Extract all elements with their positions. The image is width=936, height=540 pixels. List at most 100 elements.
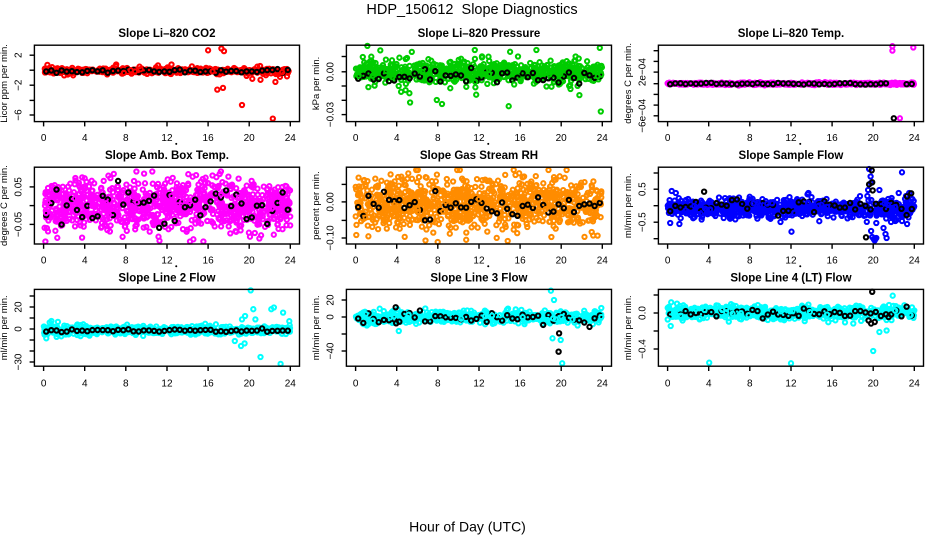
svg-text:−0.4: −0.4 [638, 339, 649, 359]
svg-text:20: 20 [556, 378, 568, 389]
svg-text:8: 8 [123, 378, 129, 389]
svg-text:0: 0 [353, 255, 359, 266]
svg-text:−6e−04: −6e−04 [638, 98, 649, 132]
svg-text:−40: −40 [326, 342, 337, 359]
svg-text:8: 8 [747, 378, 753, 389]
svg-text:24: 24 [597, 255, 609, 266]
svg-text:12: 12 [473, 378, 485, 389]
svg-text:20: 20 [326, 294, 337, 306]
svg-text:8: 8 [747, 255, 753, 266]
svg-text:8: 8 [435, 255, 441, 266]
svg-text:24: 24 [909, 255, 921, 266]
svg-text:8: 8 [123, 133, 129, 144]
svg-text:0.00: 0.00 [326, 192, 337, 212]
svg-text:0: 0 [665, 255, 671, 266]
svg-text:percent per min.: percent per min. [311, 171, 322, 240]
svg-text:20: 20 [868, 378, 880, 389]
svg-text:16: 16 [515, 378, 527, 389]
svg-text:0: 0 [14, 326, 25, 332]
svg-text:24: 24 [285, 255, 297, 266]
svg-text:0.05: 0.05 [14, 177, 25, 197]
svg-text:12: 12 [473, 255, 485, 266]
svg-text:Slope Gas Stream RH: Slope Gas Stream RH [420, 150, 538, 162]
svg-text:Hour of Day (UTC): Hour of Day (UTC) [409, 519, 526, 535]
svg-text:degrees C per min.: degrees C per min. [623, 43, 634, 124]
svg-text:20: 20 [14, 301, 25, 313]
svg-text:Slope Amb. Box Temp.: Slope Amb. Box Temp. [105, 150, 229, 162]
svg-text:12: 12 [785, 255, 797, 266]
svg-text:0: 0 [41, 255, 47, 266]
svg-text:20: 20 [868, 133, 880, 144]
svg-text:4: 4 [394, 255, 400, 266]
svg-text:−0.10: −0.10 [326, 225, 337, 251]
svg-text:degrees C per min.: degrees C per min. [0, 165, 10, 246]
svg-text:16: 16 [515, 255, 527, 266]
svg-text:4: 4 [706, 378, 712, 389]
svg-text:0: 0 [326, 314, 337, 320]
svg-text:8: 8 [747, 133, 753, 144]
svg-text:Slope Li–820 CO2: Slope Li–820 CO2 [118, 28, 215, 40]
svg-text:0: 0 [665, 133, 671, 144]
svg-text:ml/min per min.: ml/min per min. [623, 173, 634, 238]
svg-text:16: 16 [203, 133, 215, 144]
svg-text:−30: −30 [14, 353, 25, 370]
svg-text:8: 8 [435, 133, 441, 144]
svg-text:12: 12 [785, 133, 797, 144]
svg-text:ml/min per min.: ml/min per min. [623, 295, 634, 360]
svg-text:24: 24 [597, 378, 609, 389]
svg-text:12: 12 [473, 133, 485, 144]
svg-text:0: 0 [41, 133, 47, 144]
svg-text:16: 16 [827, 255, 839, 266]
svg-text:Slope Line 4 (LT) Flow: Slope Line 4 (LT) Flow [730, 272, 851, 284]
svg-text:4: 4 [706, 133, 712, 144]
svg-text:8: 8 [123, 255, 129, 266]
svg-text:0: 0 [353, 133, 359, 144]
svg-text:16: 16 [203, 255, 215, 266]
svg-text:−0.05: −0.05 [14, 211, 25, 237]
svg-text:0: 0 [41, 378, 47, 389]
svg-text:16: 16 [827, 378, 839, 389]
svg-text:kPa per min.: kPa per min. [311, 57, 322, 110]
svg-text:20: 20 [244, 378, 256, 389]
svg-text:0.00: 0.00 [326, 62, 337, 82]
svg-text:16: 16 [827, 133, 839, 144]
svg-text:0.0: 0.0 [638, 306, 649, 320]
svg-text:8: 8 [435, 378, 441, 389]
svg-text:12: 12 [161, 255, 173, 266]
svg-text:20: 20 [556, 255, 568, 266]
svg-text:4: 4 [82, 378, 88, 389]
svg-text:16: 16 [203, 378, 215, 389]
svg-text:4: 4 [706, 255, 712, 266]
svg-text:4: 4 [82, 255, 88, 266]
svg-text:Licor ppm per min.: Licor ppm per min. [0, 44, 10, 123]
svg-text:20: 20 [556, 133, 568, 144]
svg-text:ml/min per min.: ml/min per min. [311, 295, 322, 360]
svg-text:ml/min per min.: ml/min per min. [0, 295, 10, 360]
svg-text:4: 4 [82, 133, 88, 144]
svg-text:2: 2 [14, 52, 25, 58]
svg-text:24: 24 [285, 378, 297, 389]
svg-text:Slope Line 3 Flow: Slope Line 3 Flow [430, 272, 527, 284]
svg-text:4: 4 [394, 378, 400, 389]
svg-text:Slope Li–820 Pressure: Slope Li–820 Pressure [418, 28, 541, 40]
svg-text:HDP_150612 Slope Diagnostics: HDP_150612 Slope Diagnostics [366, 2, 577, 18]
svg-text:20: 20 [244, 133, 256, 144]
svg-text:Slope Line 2 Flow: Slope Line 2 Flow [118, 272, 215, 284]
svg-text:0: 0 [665, 378, 671, 389]
svg-text:24: 24 [285, 133, 297, 144]
svg-text:−0.5: −0.5 [638, 212, 649, 232]
svg-text:−0.03: −0.03 [326, 102, 337, 128]
svg-text:−6: −6 [14, 109, 25, 121]
svg-text:24: 24 [909, 133, 921, 144]
svg-text:−2: −2 [14, 79, 25, 91]
svg-text:12: 12 [161, 133, 173, 144]
svg-text:20: 20 [868, 255, 880, 266]
svg-text:24: 24 [909, 378, 921, 389]
svg-text:12: 12 [785, 378, 797, 389]
svg-text:12: 12 [161, 378, 173, 389]
svg-text:16: 16 [515, 133, 527, 144]
svg-text:20: 20 [244, 255, 256, 266]
svg-text:4: 4 [394, 133, 400, 144]
svg-text:Slope Sample Flow: Slope Sample Flow [739, 150, 844, 162]
svg-text:0.5: 0.5 [638, 182, 649, 196]
